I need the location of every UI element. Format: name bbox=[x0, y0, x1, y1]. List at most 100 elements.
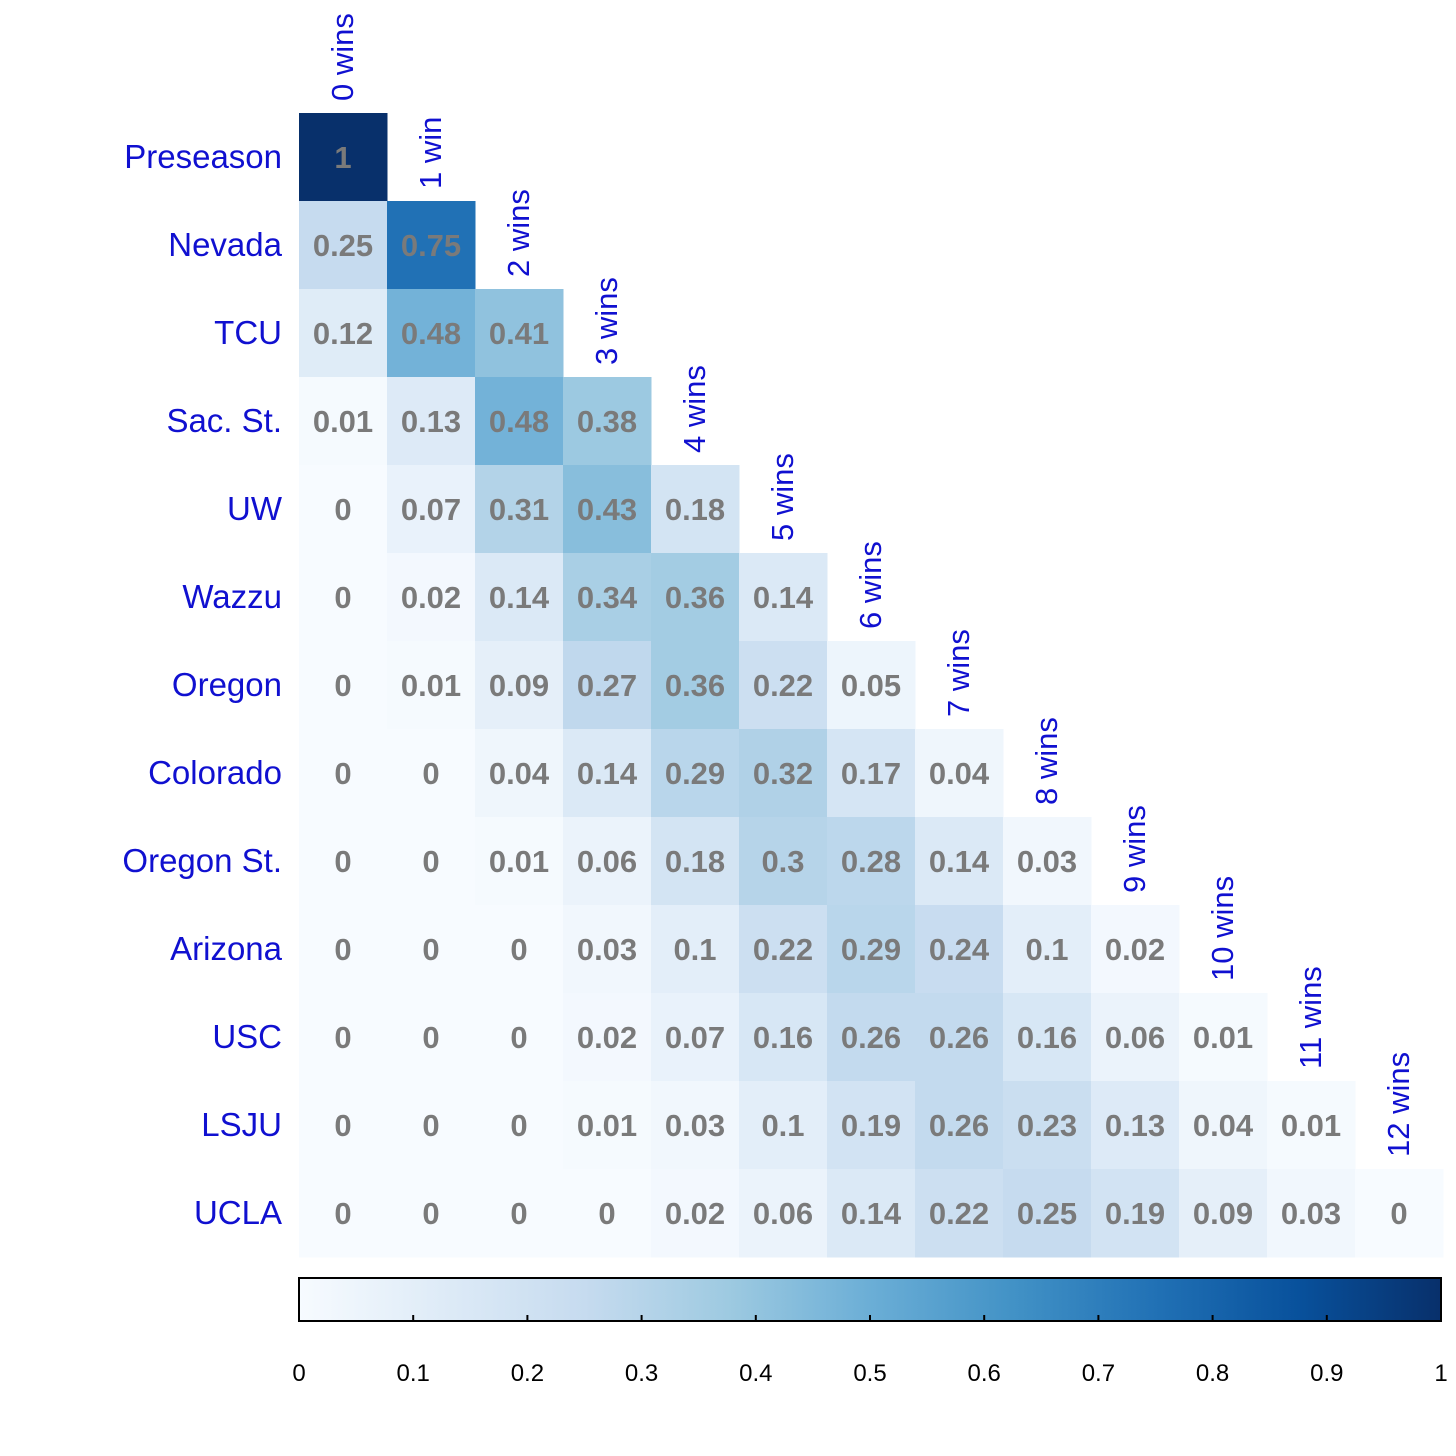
cell-value: 0.48 bbox=[401, 316, 461, 351]
cell-wazzu-2-wins bbox=[475, 553, 564, 642]
cell-value: 0.26 bbox=[929, 1020, 989, 1055]
cell-wazzu-1-win bbox=[387, 553, 476, 642]
cell-value: 0 bbox=[422, 1108, 439, 1143]
cell-value: 0 bbox=[334, 844, 351, 879]
cell-colorado-0-wins bbox=[299, 729, 388, 818]
cell-usc-5-wins bbox=[739, 993, 828, 1082]
cell-ucla-2-wins bbox=[475, 1169, 564, 1258]
cell-value: 0.29 bbox=[665, 756, 725, 791]
cell-value: 0.13 bbox=[1105, 1108, 1165, 1143]
cell-arizona-1-win bbox=[387, 905, 476, 994]
cell-oregon-4-wins bbox=[651, 641, 740, 730]
cell-ucla-6-wins bbox=[827, 1169, 916, 1258]
cell-arizona-8-wins bbox=[1003, 905, 1092, 994]
cell-oregon-1-win bbox=[387, 641, 476, 730]
cell-uw-2-wins bbox=[475, 465, 564, 554]
row-label-ucla: UCLA bbox=[194, 1194, 282, 1231]
cell-ucla-10-wins bbox=[1179, 1169, 1268, 1258]
colorbar-tick-label: 0.2 bbox=[511, 1360, 544, 1387]
cell-oregon-st-4-wins bbox=[651, 817, 740, 906]
cell-arizona-7-wins bbox=[915, 905, 1004, 994]
cell-lsju-0-wins bbox=[299, 1081, 388, 1170]
cell-ucla-11-wins bbox=[1267, 1169, 1356, 1258]
cell-usc-1-win bbox=[387, 993, 476, 1082]
cell-colorado-6-wins bbox=[827, 729, 916, 818]
row-label-tcu: TCU bbox=[214, 314, 282, 351]
cell-value: 0.1 bbox=[673, 932, 716, 967]
cell-ucla-9-wins bbox=[1091, 1169, 1180, 1258]
column-label-1-win: 1 win bbox=[413, 117, 448, 189]
cell-usc-2-wins bbox=[475, 993, 564, 1082]
cell-tcu-2-wins bbox=[475, 289, 564, 378]
cell-colorado-1-win bbox=[387, 729, 476, 818]
cell-value: 0.04 bbox=[489, 756, 550, 791]
cell-value: 0 bbox=[334, 492, 351, 527]
column-label-2-wins: 2 wins bbox=[501, 189, 536, 277]
cell-lsju-2-wins bbox=[475, 1081, 564, 1170]
cell-ucla-0-wins bbox=[299, 1169, 388, 1258]
cell-value: 0.43 bbox=[577, 492, 637, 527]
cell-value: 0.01 bbox=[1193, 1020, 1253, 1055]
cell-lsju-6-wins bbox=[827, 1081, 916, 1170]
cell-oregon-st-5-wins bbox=[739, 817, 828, 906]
cell-value: 0.02 bbox=[577, 1020, 637, 1055]
row-label-uw: UW bbox=[227, 490, 283, 527]
cell-value: 0 bbox=[510, 1108, 527, 1143]
cell-value: 0.07 bbox=[665, 1020, 725, 1055]
row-labels: Preseason Nevada TCU Sac. St. UW Wazzu Oregon C… bbox=[122, 138, 282, 1231]
cell-oregon-st-7-wins bbox=[915, 817, 1004, 906]
cell-sac-st-1-win bbox=[387, 377, 476, 466]
cell-wazzu-5-wins bbox=[739, 553, 828, 642]
cell-lsju-4-wins bbox=[651, 1081, 740, 1170]
cell-value: 0.22 bbox=[753, 932, 813, 967]
cell-value: 0 bbox=[334, 1108, 351, 1143]
row-label-lsju: LSJU bbox=[201, 1106, 282, 1143]
cell-value: 0.48 bbox=[489, 404, 549, 439]
cell-value: 0.12 bbox=[313, 316, 373, 351]
cell-value: 0.26 bbox=[929, 1108, 989, 1143]
cell-value: 0.07 bbox=[401, 492, 461, 527]
cell-wazzu-0-wins bbox=[299, 553, 388, 642]
cell-value: 0 bbox=[334, 668, 351, 703]
cell-usc-6-wins bbox=[827, 993, 916, 1082]
colorbar-tick-label: 0.7 bbox=[1082, 1360, 1115, 1387]
cell-lsju-1-win bbox=[387, 1081, 476, 1170]
column-label-0-wins: 0 wins bbox=[325, 13, 360, 101]
cell-value: 0.13 bbox=[401, 404, 461, 439]
cell-lsju-3-wins bbox=[563, 1081, 652, 1170]
cell-oregon-3-wins bbox=[563, 641, 652, 730]
colorbar-tick-label: 1 bbox=[1434, 1360, 1447, 1387]
cell-value: 0.18 bbox=[665, 844, 725, 879]
cell-ucla-5-wins bbox=[739, 1169, 828, 1258]
cell-value: 0.03 bbox=[1017, 844, 1077, 879]
cell-value: 0.1 bbox=[1025, 932, 1068, 967]
colorbar-tick-label: 0.3 bbox=[625, 1360, 658, 1387]
cell-value: 0 bbox=[422, 932, 439, 967]
cell-lsju-8-wins bbox=[1003, 1081, 1092, 1170]
cell-value: 0.01 bbox=[489, 844, 549, 879]
cell-nevada-0-wins bbox=[299, 201, 388, 290]
cell-ucla-1-win bbox=[387, 1169, 476, 1258]
colorbar-tick-label: 0.8 bbox=[1196, 1360, 1229, 1387]
cell-value: 0.14 bbox=[577, 756, 638, 791]
cell-value: 0 bbox=[510, 932, 527, 967]
cell-value: 0.19 bbox=[841, 1108, 901, 1143]
cell-usc-4-wins bbox=[651, 993, 740, 1082]
cell-value: 0.41 bbox=[489, 316, 549, 351]
cell-arizona-0-wins bbox=[299, 905, 388, 994]
cell-wazzu-4-wins bbox=[651, 553, 740, 642]
cell-value: 0.24 bbox=[929, 932, 990, 967]
cell-value: 0.01 bbox=[1281, 1108, 1341, 1143]
cell-value: 0.04 bbox=[1193, 1108, 1254, 1143]
cell-usc-9-wins bbox=[1091, 993, 1180, 1082]
colorbar: 0 0.1 0.2 0.3 0.4 0.5 0.6 0.7 0.8 0.9 1 bbox=[292, 1277, 1448, 1387]
cell-sac-st-3-wins bbox=[563, 377, 652, 466]
cell-arizona-4-wins bbox=[651, 905, 740, 994]
colorbar-tick-label: 0 bbox=[292, 1360, 305, 1387]
column-label-4-wins: 4 wins bbox=[677, 365, 712, 453]
row-label-preseason: Preseason bbox=[124, 138, 282, 175]
cell-value: 0.1 bbox=[761, 1108, 804, 1143]
cell-lsju-10-wins bbox=[1179, 1081, 1268, 1170]
cell-value: 0 bbox=[510, 1196, 527, 1231]
